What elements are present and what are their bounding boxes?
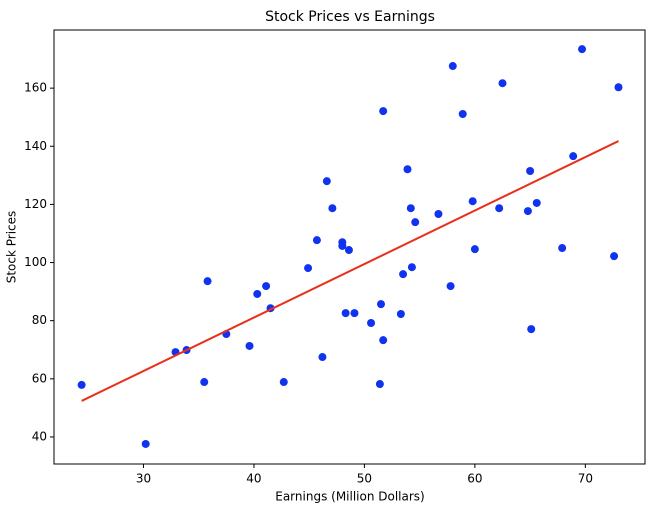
- x-tick-label: 50: [357, 472, 372, 486]
- point: [523, 207, 532, 216]
- chart-title: Stock Prices vs Earnings: [265, 9, 435, 25]
- point: [527, 325, 536, 334]
- point: [458, 110, 467, 119]
- point: [434, 210, 443, 219]
- point: [406, 204, 415, 213]
- point: [399, 270, 408, 279]
- point: [468, 197, 477, 206]
- point: [558, 244, 567, 253]
- point: [376, 300, 385, 309]
- point: [526, 166, 535, 175]
- point: [367, 319, 376, 328]
- point: [338, 241, 347, 250]
- y-tick-label: 80: [32, 313, 47, 327]
- point: [446, 282, 455, 291]
- y-tick-label: 160: [24, 81, 47, 95]
- point: [379, 336, 388, 345]
- x-tick-label: 70: [578, 472, 593, 486]
- point: [344, 246, 353, 255]
- point: [578, 45, 587, 54]
- point: [318, 353, 327, 362]
- y-axis-label: Stock Prices: [5, 211, 19, 284]
- point: [396, 310, 405, 319]
- point: [470, 245, 479, 254]
- point: [448, 62, 457, 71]
- point: [341, 309, 350, 318]
- point: [495, 204, 504, 213]
- point: [610, 252, 619, 261]
- point: [375, 380, 384, 389]
- point: [403, 165, 412, 174]
- point: [279, 378, 288, 387]
- point: [253, 289, 262, 298]
- point: [141, 439, 150, 448]
- point: [411, 218, 420, 227]
- point: [262, 282, 271, 291]
- point: [350, 309, 359, 318]
- plot-frame: [53, 29, 646, 465]
- point: [304, 264, 313, 273]
- point: [614, 83, 623, 92]
- point: [532, 198, 541, 207]
- point: [407, 263, 416, 272]
- point: [379, 107, 388, 116]
- regression-line: [81, 140, 619, 402]
- x-tick-label: 40: [246, 472, 261, 486]
- point: [77, 380, 86, 389]
- point: [312, 236, 321, 245]
- point: [200, 378, 209, 387]
- y-tick-label: 120: [24, 197, 47, 211]
- y-tick-label: 140: [24, 139, 47, 153]
- y-tick-label: 100: [24, 255, 47, 269]
- x-axis-label: Earnings (Million Dollars): [275, 490, 425, 504]
- point: [569, 152, 578, 161]
- x-tick-label: 30: [136, 472, 151, 486]
- point: [203, 277, 212, 286]
- point: [328, 204, 337, 213]
- x-tick-label: 60: [467, 472, 482, 486]
- point: [322, 177, 331, 186]
- y-tick-label: 40: [32, 429, 47, 443]
- y-tick-label: 60: [32, 371, 47, 385]
- point: [245, 341, 254, 350]
- point: [498, 79, 507, 88]
